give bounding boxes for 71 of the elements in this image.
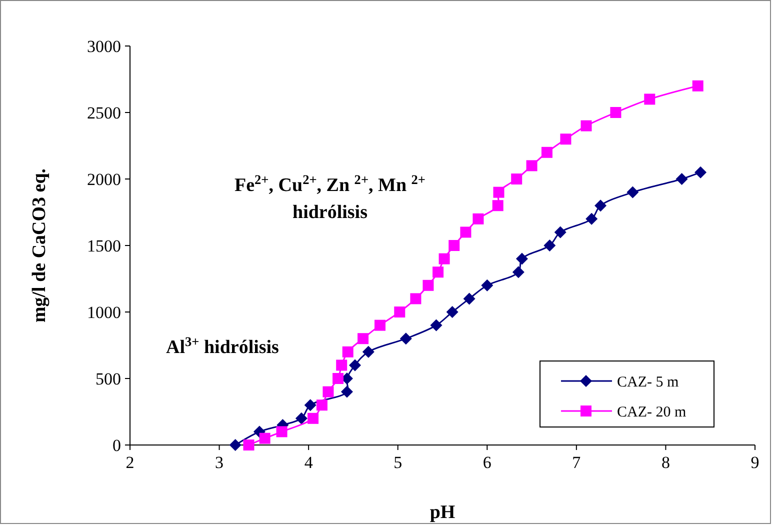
point bbox=[276, 426, 288, 438]
point bbox=[460, 226, 472, 238]
x-tick-label: 5 bbox=[394, 453, 402, 472]
point bbox=[560, 134, 572, 145]
point bbox=[400, 332, 412, 345]
point bbox=[644, 94, 656, 105]
point bbox=[332, 373, 344, 384]
x-tick-label: 6 bbox=[482, 453, 492, 472]
point bbox=[243, 440, 254, 450]
point bbox=[432, 266, 444, 278]
point bbox=[308, 412, 319, 424]
point bbox=[448, 240, 460, 251]
point bbox=[526, 160, 538, 172]
x-tick-label: 4 bbox=[304, 453, 314, 472]
point bbox=[358, 333, 369, 344]
point bbox=[472, 213, 484, 224]
point bbox=[626, 186, 639, 198]
y-tick-label: 500 bbox=[96, 369, 121, 388]
x-tick-label: 8 bbox=[661, 453, 670, 472]
point bbox=[694, 166, 707, 178]
point bbox=[438, 253, 450, 264]
x-tick-label: 9 bbox=[750, 453, 760, 472]
annotation: Al$^{3+}$ hidrólisis bbox=[166, 334, 279, 358]
y-tick-label: 3000 bbox=[87, 36, 121, 56]
point bbox=[342, 346, 354, 358]
point bbox=[422, 280, 434, 291]
point bbox=[610, 107, 622, 118]
point bbox=[554, 226, 566, 238]
x-tick-label: 3 bbox=[215, 453, 224, 472]
x-tick-label: 7 bbox=[572, 453, 582, 472]
point bbox=[295, 412, 308, 424]
legend-label: CAZ- 20 m bbox=[617, 404, 686, 420]
point bbox=[340, 386, 353, 398]
point bbox=[259, 432, 270, 444]
point bbox=[594, 200, 607, 212]
point bbox=[492, 200, 504, 212]
x-tick-label: 2 bbox=[126, 453, 134, 472]
y-tick-label: 1000 bbox=[87, 302, 121, 322]
x-axis-title: pH bbox=[430, 502, 456, 523]
y-axis-title: mg/l de CaCO3 eq. bbox=[29, 168, 50, 323]
annotation: Fe$^{2+}$, Cu$^{2+}$, Zn $^{2+}$, Mn $^{2+}$ bbox=[234, 172, 426, 196]
point bbox=[229, 439, 242, 451]
point bbox=[374, 320, 386, 331]
point bbox=[580, 120, 592, 132]
point bbox=[362, 346, 374, 358]
point bbox=[586, 212, 598, 225]
point bbox=[410, 293, 422, 304]
y-tick-label: 2500 bbox=[87, 103, 121, 122]
y-tick-label: 2000 bbox=[87, 170, 121, 189]
point bbox=[322, 386, 334, 398]
point bbox=[336, 360, 348, 371]
point bbox=[316, 400, 328, 411]
point bbox=[304, 399, 316, 412]
point bbox=[394, 306, 406, 318]
annotation: hidrólisis bbox=[292, 202, 368, 223]
legend-label: CAZ- 5 m bbox=[617, 374, 679, 390]
y-tick-label: 0 bbox=[112, 436, 121, 455]
point bbox=[493, 186, 504, 198]
point bbox=[446, 306, 458, 318]
y-tick-label: 1500 bbox=[87, 236, 121, 256]
point bbox=[541, 146, 552, 158]
point bbox=[511, 174, 522, 184]
point bbox=[349, 359, 361, 372]
point bbox=[516, 252, 528, 265]
point bbox=[463, 292, 476, 305]
point bbox=[692, 80, 704, 92]
point bbox=[544, 240, 556, 252]
point bbox=[481, 279, 494, 292]
point bbox=[430, 319, 442, 332]
point bbox=[512, 266, 524, 278]
point bbox=[676, 173, 688, 185]
